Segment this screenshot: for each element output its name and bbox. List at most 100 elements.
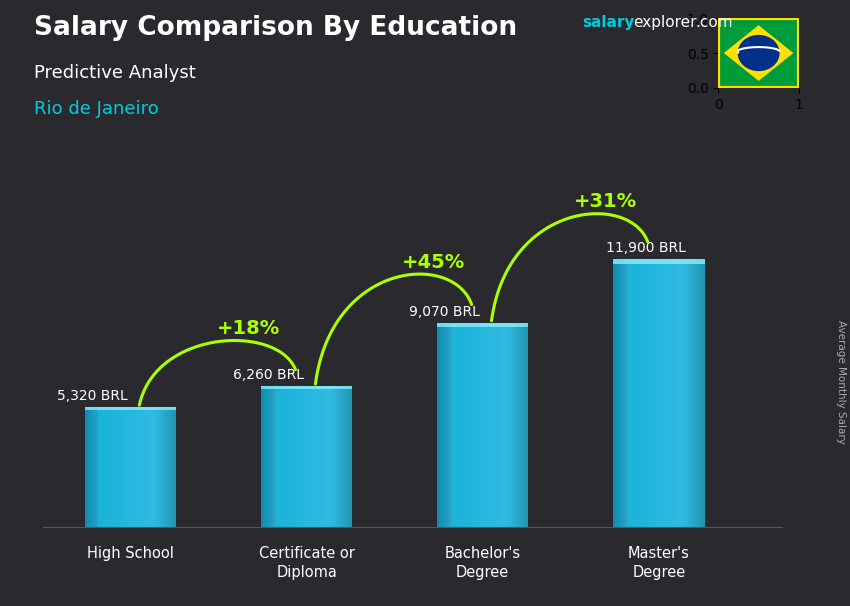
Bar xyxy=(468,323,469,527)
Bar xyxy=(103,407,105,527)
Bar xyxy=(504,323,506,527)
Bar xyxy=(512,323,513,527)
Text: 5,320 BRL: 5,320 BRL xyxy=(57,390,128,404)
Bar xyxy=(164,407,166,527)
Bar xyxy=(643,259,645,527)
Bar xyxy=(649,259,651,527)
Bar xyxy=(94,407,95,527)
Bar xyxy=(97,407,99,527)
Text: +31%: +31% xyxy=(574,193,637,211)
Bar xyxy=(473,323,475,527)
Bar xyxy=(619,259,620,527)
Bar xyxy=(166,407,167,527)
Bar xyxy=(149,407,150,527)
Bar xyxy=(270,386,271,527)
Bar xyxy=(351,386,353,527)
Bar xyxy=(490,323,492,527)
Bar xyxy=(150,407,152,527)
Text: .com: .com xyxy=(695,15,733,30)
Bar xyxy=(319,386,320,527)
Bar xyxy=(264,386,265,527)
Bar xyxy=(267,386,269,527)
Bar xyxy=(493,323,495,527)
Bar xyxy=(320,386,322,527)
Bar xyxy=(323,386,325,527)
Bar xyxy=(662,259,663,527)
Text: explorer: explorer xyxy=(633,15,697,30)
Bar xyxy=(118,407,120,527)
Bar xyxy=(131,407,132,527)
Bar xyxy=(638,259,639,527)
Bar xyxy=(123,407,124,527)
Bar xyxy=(691,259,692,527)
Bar xyxy=(446,323,448,527)
Bar xyxy=(87,407,88,527)
Bar xyxy=(170,407,172,527)
Bar xyxy=(340,386,342,527)
Bar xyxy=(108,407,109,527)
Bar xyxy=(332,386,334,527)
Bar xyxy=(173,407,175,527)
Bar xyxy=(663,259,665,527)
Bar xyxy=(449,323,450,527)
Bar xyxy=(313,386,314,527)
Bar xyxy=(628,259,630,527)
Bar xyxy=(265,386,267,527)
Bar xyxy=(91,407,93,527)
Bar xyxy=(513,323,515,527)
Bar xyxy=(495,323,496,527)
Bar xyxy=(109,407,110,527)
Text: salary: salary xyxy=(582,15,635,30)
Bar xyxy=(668,259,670,527)
Bar xyxy=(331,386,332,527)
Bar xyxy=(445,323,446,527)
Bar xyxy=(167,407,168,527)
Bar xyxy=(454,323,456,527)
Bar xyxy=(114,407,116,527)
Bar xyxy=(701,259,703,527)
Bar xyxy=(448,323,449,527)
Bar xyxy=(515,323,516,527)
Bar xyxy=(484,323,485,527)
Bar xyxy=(343,386,345,527)
Bar xyxy=(469,323,470,527)
Bar xyxy=(502,323,504,527)
Bar xyxy=(314,386,315,527)
Bar xyxy=(276,386,278,527)
Bar xyxy=(85,407,176,410)
Bar xyxy=(441,323,443,527)
Bar xyxy=(106,407,108,527)
Bar xyxy=(338,386,340,527)
Bar xyxy=(483,323,484,527)
Bar xyxy=(158,407,160,527)
Bar xyxy=(137,407,139,527)
Bar xyxy=(301,386,302,527)
Bar xyxy=(665,259,666,527)
Bar xyxy=(141,407,143,527)
Bar xyxy=(640,259,642,527)
Bar xyxy=(139,407,141,527)
Bar xyxy=(175,407,176,527)
Bar xyxy=(152,407,153,527)
Bar xyxy=(280,386,282,527)
Bar xyxy=(613,259,705,264)
Bar xyxy=(311,386,313,527)
Bar xyxy=(472,323,473,527)
Bar xyxy=(330,386,331,527)
Bar xyxy=(143,407,144,527)
Bar xyxy=(101,407,103,527)
Text: Salary Comparison By Education: Salary Comparison By Education xyxy=(34,15,517,41)
Bar xyxy=(678,259,680,527)
Bar xyxy=(699,259,700,527)
Bar xyxy=(345,386,346,527)
Bar xyxy=(688,259,689,527)
Bar xyxy=(626,259,628,527)
Bar xyxy=(492,323,493,527)
Bar xyxy=(519,323,521,527)
Bar xyxy=(648,259,649,527)
Bar xyxy=(463,323,464,527)
Bar xyxy=(613,259,615,527)
Bar xyxy=(144,407,146,527)
Bar xyxy=(110,407,112,527)
Bar xyxy=(660,259,662,527)
